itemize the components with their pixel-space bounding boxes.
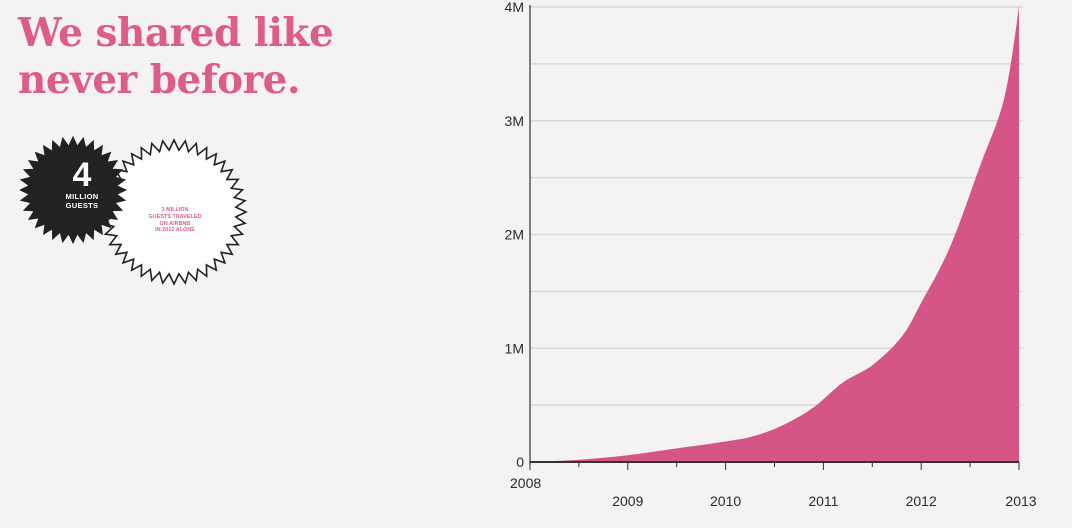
x-tick-label: 2011	[808, 493, 838, 509]
x-tick-label: 2013	[1005, 493, 1036, 509]
white-badge-line-2: GUESTS TRAVELED	[148, 213, 202, 220]
white-badge-line-4: IN 2012 ALONE	[155, 227, 195, 234]
headline: We shared like never before.	[18, 10, 334, 104]
guests-label: GUESTS	[65, 201, 99, 210]
white-badge-text: 3 MILLION GUESTS TRAVELED ON AIRBNB IN 2…	[136, 207, 214, 234]
headline-line-1: We shared like	[18, 10, 334, 56]
y-tick-label: 2M	[505, 227, 524, 243]
black-badge-text: 4 MILLION GUESTS	[32, 158, 132, 210]
area-series	[530, 7, 1019, 462]
x-tick-label: 2012	[906, 493, 937, 509]
white-badge-line-3: ON AIRBNB	[159, 220, 191, 227]
black-starburst-badge	[20, 136, 128, 245]
guests-unit: MILLION	[65, 192, 99, 201]
headline-line-2: never before.	[18, 57, 301, 103]
x-tick-label: 2010	[710, 493, 741, 509]
guests-number: 4	[72, 156, 92, 194]
y-tick-label: 0	[516, 454, 524, 470]
y-tick-label: 3M	[505, 113, 524, 129]
y-tick-label: 1M	[505, 340, 524, 356]
badge-shapes	[20, 136, 248, 286]
x-tick-label: 2009	[612, 493, 643, 509]
y-tick-label: 4M	[505, 0, 524, 15]
guest-badges: 4 MILLION GUESTS 3 MILLION GUESTS TRAVEL…	[20, 136, 250, 306]
x-tick-label: 2008	[510, 475, 541, 491]
white-badge-line-1: 3 MILLION	[161, 207, 189, 213]
